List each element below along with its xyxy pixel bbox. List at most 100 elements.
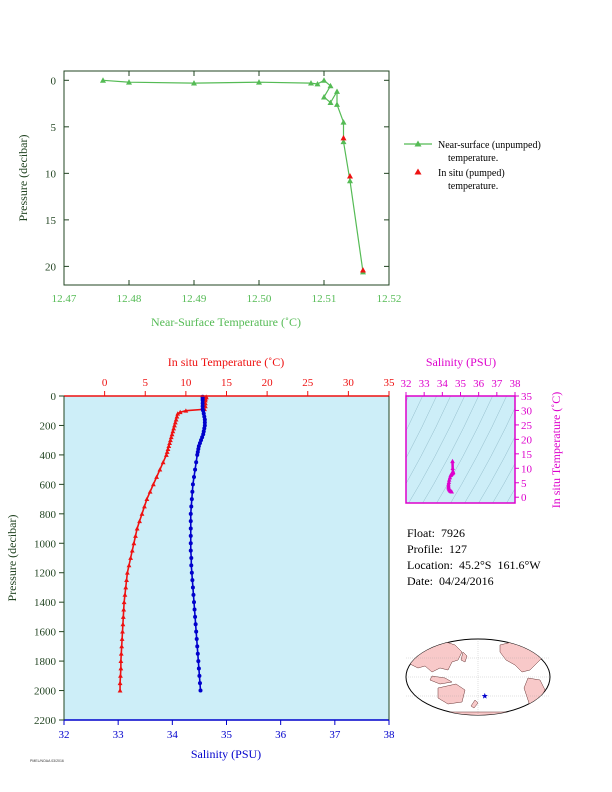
profile-temperature-point-37	[128, 555, 134, 560]
profile-temperature-point-25	[157, 467, 163, 472]
ts-point-2	[450, 466, 455, 471]
profile-temperature-point-48	[119, 636, 125, 641]
profile-salinity-point-50	[196, 659, 201, 664]
profile-pressure-tick-label-4: 800	[40, 509, 57, 521]
profile-temperature-point-35	[131, 540, 137, 546]
profile-salinity-point-22	[195, 452, 200, 457]
near-surface-y-tick-label-0: 0	[51, 75, 57, 87]
profile-salinity-point-4	[200, 401, 205, 406]
ts-point-10	[448, 473, 453, 477]
near-surface-unpumped-point-12	[340, 119, 347, 125]
profile-chart: 0 5 10 15 20 25 30 35 32 33 34 35 36 37 38 0 200 400 600…	[5, 355, 395, 761]
profile-temperature-tick-label-7: 35	[384, 377, 396, 389]
profile-temperature-point-33	[134, 526, 140, 531]
profile-pressure-tick-label-5: 1000	[34, 538, 57, 550]
profile-temperature-point-9	[175, 411, 181, 416]
profile-temperature-point-52	[118, 666, 124, 671]
profile-temperature-point-23	[163, 452, 169, 457]
ts-temperature-ticks: 0 5 10 15 20 25 30 35	[515, 391, 533, 504]
profile-temperature-point-26	[154, 474, 160, 479]
near-surface-unpumped-point-2	[191, 80, 197, 86]
near-surface-y-tick-label-4: 20	[45, 261, 57, 273]
near-surface-x-tick-label-4: 12.51	[312, 293, 337, 305]
profile-temperature-point-36	[129, 548, 135, 553]
near-surface-y-tick-label-1: 5	[51, 122, 57, 134]
profile-temperature-tick-label-0: 0	[102, 377, 108, 389]
info-date-value: 04/24/2016	[439, 574, 494, 588]
profile-temperature-point-17	[168, 434, 174, 440]
profile-temperature-point-10	[174, 414, 180, 419]
profile-salinity-axis-label: Salinity (PSU)	[191, 747, 261, 761]
profile-salinity-point-38	[189, 570, 194, 575]
profile-pressure-tick-label-1: 200	[40, 420, 57, 432]
profile-pressure-tick-label-2: 400	[40, 450, 57, 462]
profile-pressure-tick-label-10: 2000	[34, 686, 57, 698]
profile-temperature-point-24	[160, 459, 166, 465]
near-surface-unpumped-point-9	[327, 99, 334, 106]
profile-salinity-point-41	[191, 592, 196, 597]
near-surface-unpumped-point-11	[334, 101, 340, 107]
profile-temperature-point-45	[120, 614, 126, 619]
info-float: Float: 7926	[407, 526, 465, 541]
profile-salinity-point-51	[196, 666, 201, 671]
ts-diagram: 32 33 34 35 36 37 38 0 5 10 15 20 25 30 35 Salinity (…	[401, 355, 564, 508]
land-new-zealand	[470, 699, 479, 709]
profile-temperature-axis-label: In situ Temperature (˚C)	[168, 355, 285, 369]
profile-salinity-point-25	[192, 475, 196, 479]
profile-pressure-tick-label-6: 1200	[34, 568, 57, 580]
profile-temperature-point-15	[170, 428, 176, 434]
info-float-value: 7926	[441, 526, 466, 540]
info-location-label: Location:	[407, 558, 453, 572]
profile-temperature-point-34	[133, 533, 138, 538]
ts-point-13	[446, 479, 452, 484]
profile-salinity-point-53	[197, 681, 202, 686]
profile-salinity-point-31	[188, 519, 193, 524]
near-surface-unpumped-point-10	[334, 88, 340, 94]
profile-salinity-point-43	[192, 607, 197, 612]
ts-point-1	[450, 459, 455, 464]
ts-salinity-tick-label-2: 34	[437, 378, 449, 390]
near-surface-x-ticks: 12.47 12.48 12.49 12.50 12.51 12.52	[52, 71, 401, 305]
profile-temperature-point-46	[120, 621, 126, 627]
profile-temperature-point-41	[123, 585, 129, 590]
ts-density-contour-8	[450, 396, 507, 503]
near-surface-pumped-point-0	[340, 134, 347, 141]
profile-temperature-point-42	[122, 592, 128, 597]
ts-salinity-tick-label-0: 32	[401, 378, 412, 390]
near-surface-unpumped-point-8	[321, 94, 327, 100]
ts-temperature-tick-label-5: 25	[521, 420, 533, 432]
profile-salinity-point-48	[195, 644, 200, 649]
profile-series	[117, 394, 209, 693]
ts-density-contour-4	[406, 396, 451, 484]
ts-temperature-tick-label-4: 20	[521, 434, 533, 446]
ts-density-contour-3	[406, 396, 437, 459]
ts-salinity-tick-label-5: 37	[491, 378, 503, 390]
near-surface-pumped-point-2	[360, 267, 366, 273]
profile-salinity-point-24	[193, 467, 198, 472]
profile-salinity-point-46	[194, 629, 199, 634]
profile-salinity-point-45	[193, 622, 198, 627]
profile-salinity-point-42	[192, 600, 196, 605]
near-surface-unpumped-point-13	[340, 138, 347, 145]
profile-salinity-point-11	[202, 420, 207, 425]
profile-salinity-tick-label-2: 34	[167, 729, 179, 741]
profile-plot-background	[64, 396, 389, 720]
profile-temperature-point-53	[118, 673, 123, 678]
profile-salinity-point-37	[189, 563, 194, 568]
profile-temperature-point-13	[172, 423, 177, 428]
near-surface-y-ticks: 0 5 10 15 20	[45, 75, 389, 273]
profile-temperature-point-11	[173, 417, 179, 422]
profile-temperature-point-47	[120, 629, 125, 634]
profile-temperature-point-22	[164, 449, 170, 454]
ts-temperature-tick-label-6: 30	[521, 405, 533, 417]
info-profile-value: 127	[449, 542, 467, 556]
info-profile: Profile: 127	[407, 542, 467, 557]
profile-temperature-point-29	[144, 496, 150, 502]
ts-point-23	[449, 489, 454, 494]
legend-marker-unpumped	[414, 140, 422, 147]
profile-pressure-tick-label-0: 0	[51, 391, 57, 403]
near-surface-x-tick-label-3: 12.50	[247, 293, 272, 305]
profile-salinity-point-10	[202, 417, 207, 422]
profile-temperature-point-54	[117, 680, 123, 686]
near-surface-unpumped-point-0	[100, 77, 106, 83]
